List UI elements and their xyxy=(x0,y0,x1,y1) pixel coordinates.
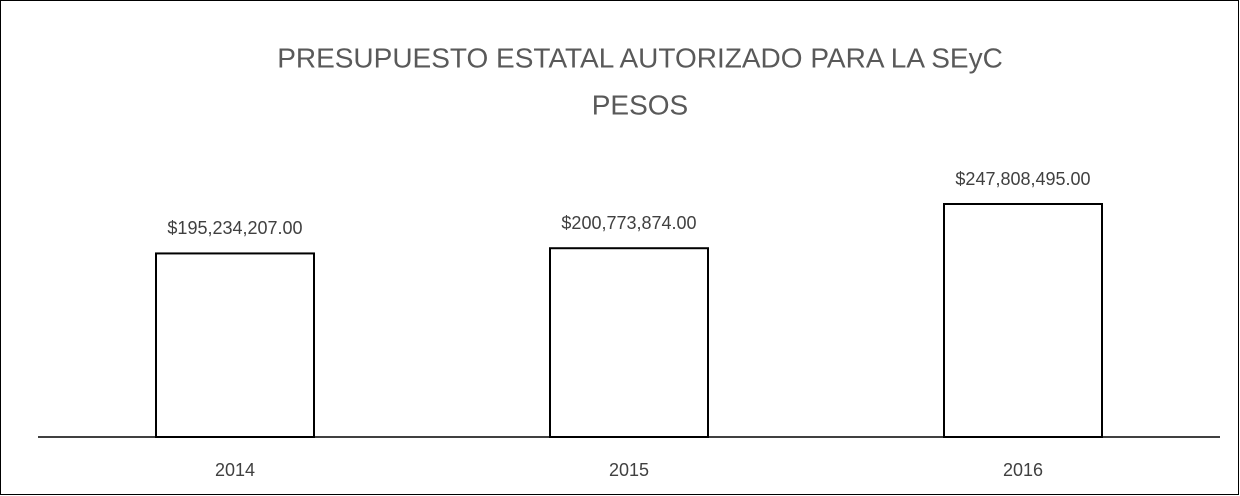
bar xyxy=(155,252,315,438)
data-label: $200,773,874.00 xyxy=(561,213,696,233)
chart-title: PRESUPUESTO ESTATAL AUTORIZADO PARA LA S… xyxy=(277,42,1003,73)
bar xyxy=(943,203,1103,438)
data-label: $247,808,495.00 xyxy=(955,169,1090,189)
x-tick-label: 2016 xyxy=(1003,460,1043,480)
bar xyxy=(549,247,709,438)
chart-subtitle: PESOS xyxy=(592,89,688,120)
x-tick-label: 2015 xyxy=(609,460,649,480)
x-tick-label: 2014 xyxy=(215,460,255,480)
data-label: $195,234,207.00 xyxy=(167,218,302,238)
